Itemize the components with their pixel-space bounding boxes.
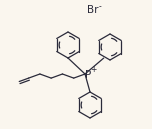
Text: P: P	[85, 70, 91, 80]
Text: -: -	[99, 2, 101, 11]
Text: +: +	[90, 66, 96, 75]
Text: Br: Br	[87, 5, 99, 15]
